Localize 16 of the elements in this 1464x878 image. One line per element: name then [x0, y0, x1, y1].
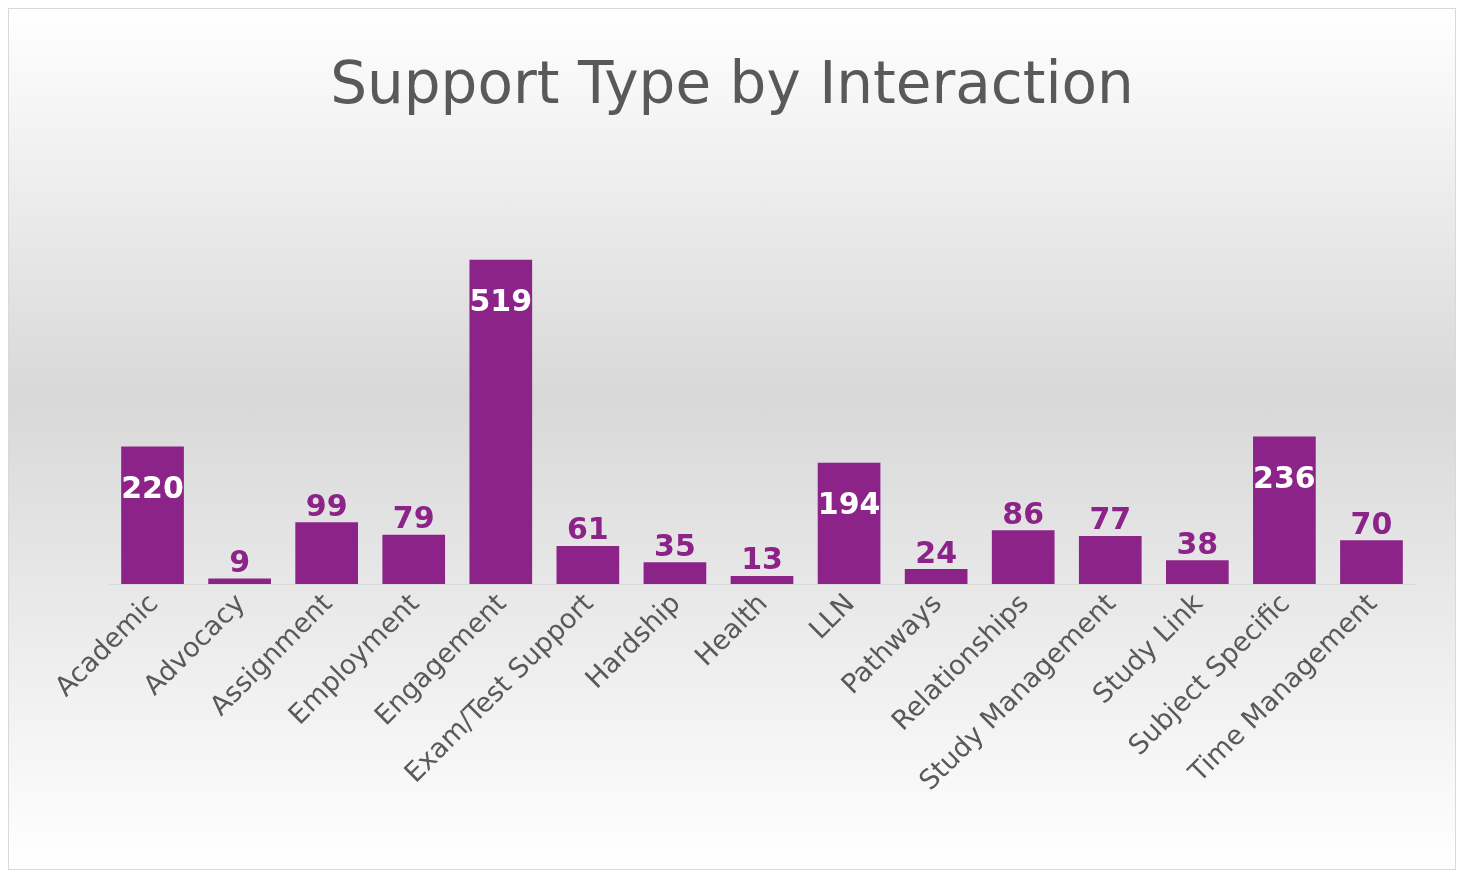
data-label: 236: [1253, 460, 1316, 495]
data-label: 79: [392, 500, 435, 536]
data-label: 9: [229, 543, 251, 579]
data-label: 77: [1089, 501, 1132, 537]
data-label: 70: [1350, 505, 1393, 541]
data-label: 194: [817, 486, 881, 522]
data-label: 35: [654, 527, 696, 563]
data-label: 220: [121, 470, 184, 505]
data-label: 13: [741, 541, 783, 577]
data-label: 99: [305, 487, 348, 523]
data-label: 86: [1002, 495, 1045, 531]
data-label: 38: [1176, 525, 1219, 561]
chart-title: Support Type by Interaction: [330, 49, 1134, 117]
data-label: 24: [915, 534, 958, 570]
data-label: 61: [566, 511, 609, 547]
data-label: 519: [469, 283, 533, 319]
